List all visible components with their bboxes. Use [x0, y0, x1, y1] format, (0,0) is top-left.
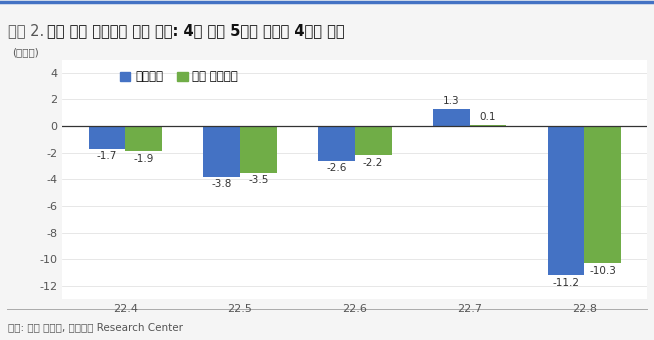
Bar — [318, 126, 355, 161]
Text: 미국 월간 구인건수 증감 추이: 4월 이후 5개월 가운데 4개월 감소: 미국 월간 구인건수 증감 추이: 4월 이후 5개월 가운데 4개월 감소 — [47, 23, 345, 38]
Text: -1.7: -1.7 — [97, 151, 117, 162]
Text: -1.9: -1.9 — [133, 154, 154, 164]
Text: -3.5: -3.5 — [249, 175, 269, 185]
Bar — [355, 126, 392, 155]
Text: -11.2: -11.2 — [553, 278, 579, 288]
Text: -2.2: -2.2 — [363, 158, 383, 168]
Bar — [88, 126, 126, 149]
Bar — [240, 126, 277, 173]
Text: -2.6: -2.6 — [326, 164, 347, 173]
Text: (십만건): (십만건) — [12, 47, 39, 57]
Text: 그림 2.: 그림 2. — [8, 23, 44, 38]
Legend: 구인건수, 민간 구인건수: 구인건수, 민간 구인건수 — [115, 65, 243, 88]
Text: 0.1: 0.1 — [479, 112, 496, 122]
Bar — [470, 125, 506, 126]
Text: -10.3: -10.3 — [589, 266, 616, 276]
Text: 자료: 미국 노동부, 대신증권 Research Center: 자료: 미국 노동부, 대신증권 Research Center — [8, 322, 183, 332]
Text: -3.8: -3.8 — [211, 180, 232, 189]
Bar — [126, 126, 162, 151]
Bar — [203, 126, 240, 177]
Bar — [433, 109, 470, 126]
Bar — [584, 126, 621, 263]
Text: 1.3: 1.3 — [443, 96, 460, 106]
Bar — [547, 126, 584, 275]
